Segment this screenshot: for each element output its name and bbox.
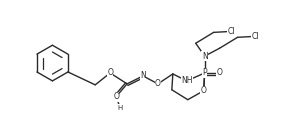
Text: N: N (202, 52, 208, 61)
Text: Cl: Cl (252, 32, 259, 41)
Text: O: O (201, 86, 207, 95)
Text: O: O (217, 69, 223, 77)
Text: NH: NH (181, 76, 192, 85)
Text: Cl: Cl (228, 27, 235, 36)
Text: O: O (113, 92, 119, 101)
Text: P: P (202, 69, 207, 77)
Text: O: O (155, 79, 161, 88)
Text: H: H (117, 105, 123, 111)
Text: O: O (107, 69, 113, 77)
Text: N: N (140, 71, 146, 80)
